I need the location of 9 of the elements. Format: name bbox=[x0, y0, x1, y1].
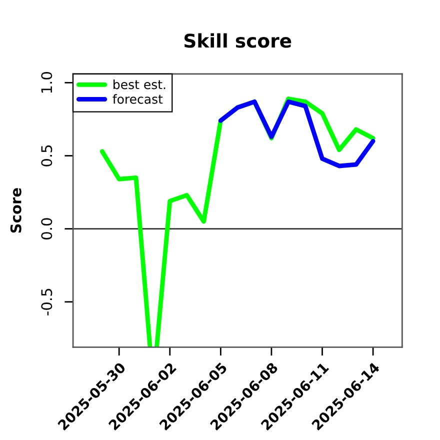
y-axis-title: Score bbox=[10, 188, 22, 233]
legend-label: forecast bbox=[112, 94, 163, 104]
y-tick-label: -0.5 bbox=[41, 288, 52, 316]
y-tick-label: 1.0 bbox=[41, 72, 52, 93]
legend-label: best est. bbox=[114, 80, 166, 90]
line-series bbox=[218, 99, 376, 168]
y-tick-label: 0.5 bbox=[41, 145, 52, 166]
y-tick-label: 0.0 bbox=[41, 218, 52, 240]
chart-title: Skill score bbox=[184, 33, 292, 48]
